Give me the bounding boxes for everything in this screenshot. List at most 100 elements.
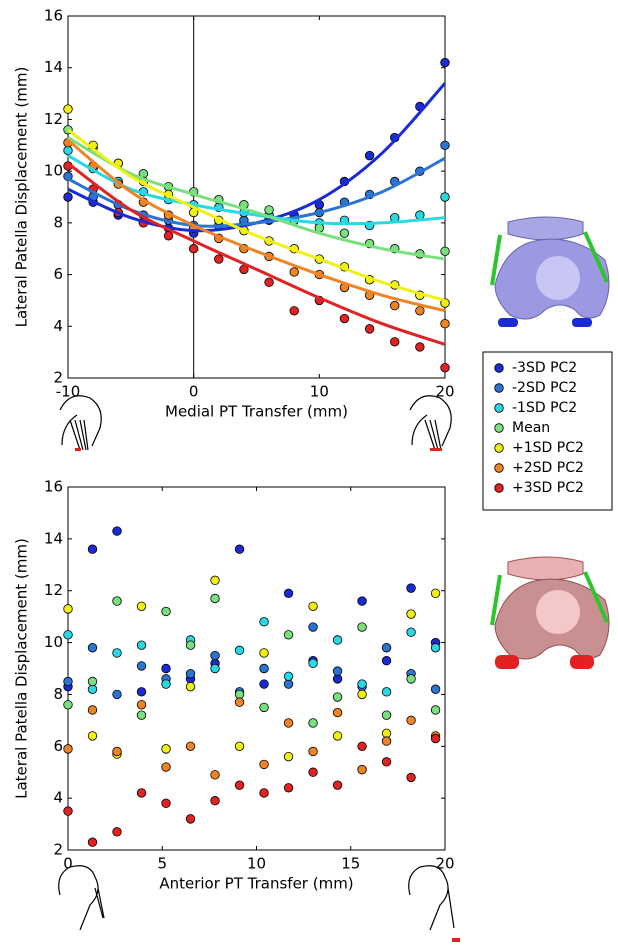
x-tick-label: 10 — [310, 383, 329, 401]
data-point — [440, 362, 450, 373]
x-axis-label: Anterior PT Transfer (mm) — [159, 875, 353, 893]
data-point — [63, 104, 73, 114]
data-point — [87, 544, 98, 554]
data-point — [87, 837, 98, 847]
data-point — [381, 687, 392, 697]
y-tick-label: 4 — [53, 317, 63, 335]
fit-curve — [67, 128, 446, 302]
data-point — [210, 770, 220, 780]
x-tick-label: 0 — [63, 855, 73, 873]
data-point — [357, 596, 367, 606]
y-tick-label: 6 — [53, 737, 63, 755]
data-point — [406, 627, 416, 637]
legend-marker — [494, 483, 504, 493]
data-point — [406, 674, 416, 684]
data-point — [87, 676, 98, 687]
data-point — [234, 741, 245, 751]
data-point — [136, 700, 147, 710]
data-point — [112, 526, 122, 536]
data-point — [259, 788, 269, 798]
y-tick-label: 10 — [44, 162, 63, 180]
y-axis-label: Lateral Patella Displacement (mm) — [13, 538, 31, 799]
data-point — [234, 689, 245, 700]
data-point — [357, 679, 367, 689]
data-point — [339, 313, 350, 324]
data-point — [259, 679, 269, 689]
data-point — [161, 679, 171, 689]
data-point — [381, 736, 392, 746]
x-tick-label: 15 — [341, 855, 360, 873]
data-point — [112, 746, 122, 757]
y-tick-label: 4 — [53, 789, 63, 807]
data-point — [308, 601, 318, 611]
y-tick-label: 2 — [53, 841, 63, 859]
y-tick-label: 8 — [53, 685, 63, 703]
y-axis-label: Lateral Patella Displacement (mm) — [13, 67, 31, 328]
y-tick-label: 10 — [44, 633, 63, 651]
data-point — [185, 681, 196, 692]
data-point — [440, 57, 450, 68]
legend-label: +1SD PC2 — [512, 440, 584, 456]
data-point — [430, 588, 441, 599]
data-point — [440, 140, 450, 150]
data-point — [332, 635, 343, 645]
data-point — [440, 192, 450, 202]
data-point — [430, 684, 441, 694]
legend-label: -3SD PC2 — [512, 360, 577, 376]
data-point — [357, 764, 367, 775]
data-point — [63, 676, 73, 687]
data-point — [259, 759, 269, 770]
data-point — [364, 324, 375, 334]
data-point — [440, 319, 450, 329]
data-point — [63, 700, 73, 710]
data-point — [283, 671, 294, 681]
data-point — [214, 254, 224, 264]
fit-curve — [67, 136, 446, 261]
data-point — [234, 645, 245, 656]
legend-marker — [494, 383, 504, 393]
data-point — [332, 674, 343, 684]
data-point — [210, 575, 220, 586]
legend-label: +3SD PC2 — [512, 480, 584, 496]
data-point — [283, 679, 294, 689]
data-point — [283, 718, 294, 728]
data-point — [381, 710, 392, 720]
legend-label: Mean — [512, 420, 550, 436]
plot-area — [67, 15, 446, 379]
data-point — [289, 267, 299, 277]
data-point — [440, 246, 450, 257]
data-point — [390, 337, 400, 347]
data-point — [63, 604, 73, 614]
data-point — [63, 744, 73, 754]
knee-icon — [409, 395, 452, 451]
data-point — [339, 228, 350, 238]
x-tick-label: 20 — [435, 855, 454, 873]
legend-marker — [494, 463, 504, 473]
data-point — [112, 648, 122, 658]
x-tick-label: 5 — [157, 855, 167, 873]
plot-area — [67, 486, 446, 851]
data-point — [136, 661, 147, 671]
data-point — [63, 192, 73, 202]
legend-box — [482, 351, 613, 511]
data-point — [234, 544, 245, 554]
legend-marker — [494, 363, 504, 373]
legend-label: -2SD PC2 — [512, 380, 577, 396]
y-tick-label: 12 — [44, 110, 63, 128]
data-point — [308, 622, 318, 632]
data-point — [283, 630, 294, 640]
data-point — [63, 145, 73, 156]
x-tick-label: -10 — [56, 383, 81, 401]
data-point — [185, 640, 196, 650]
data-point — [430, 733, 441, 744]
data-point — [161, 762, 171, 772]
fit-curve — [67, 162, 446, 346]
data-point — [332, 666, 343, 676]
data-point — [161, 663, 171, 674]
data-point — [308, 718, 318, 728]
knee-render — [490, 216, 610, 327]
legend-label: -1SD PC2 — [512, 400, 577, 416]
data-point — [234, 697, 245, 707]
data-point — [259, 663, 269, 674]
data-point — [381, 757, 392, 767]
